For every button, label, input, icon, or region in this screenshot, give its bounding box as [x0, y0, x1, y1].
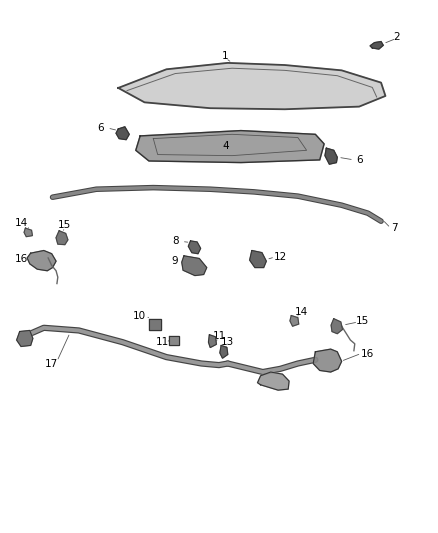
- Text: 17: 17: [45, 359, 58, 368]
- Polygon shape: [250, 251, 266, 268]
- Polygon shape: [149, 319, 161, 330]
- Text: 6: 6: [97, 123, 104, 133]
- Polygon shape: [188, 241, 201, 254]
- Text: 16: 16: [14, 254, 28, 263]
- Polygon shape: [24, 228, 32, 237]
- Text: 12: 12: [274, 252, 287, 262]
- Polygon shape: [169, 336, 179, 345]
- Polygon shape: [17, 330, 33, 346]
- Polygon shape: [182, 256, 207, 276]
- Text: 14: 14: [295, 307, 308, 317]
- Polygon shape: [136, 131, 324, 163]
- Polygon shape: [325, 148, 337, 164]
- Text: 2: 2: [393, 33, 400, 42]
- Polygon shape: [220, 345, 228, 358]
- Polygon shape: [27, 251, 56, 271]
- Text: 9: 9: [171, 256, 178, 266]
- Text: 15: 15: [58, 220, 71, 230]
- Polygon shape: [313, 349, 342, 372]
- Text: 7: 7: [391, 223, 398, 233]
- Text: 11: 11: [213, 331, 226, 341]
- Polygon shape: [116, 127, 129, 140]
- Polygon shape: [370, 42, 383, 49]
- Polygon shape: [118, 63, 385, 109]
- Polygon shape: [208, 335, 216, 348]
- Text: 13: 13: [221, 337, 234, 347]
- Text: 10: 10: [133, 311, 146, 321]
- Text: 16: 16: [361, 350, 374, 359]
- Text: 8: 8: [172, 236, 179, 246]
- Text: 1: 1: [222, 51, 229, 61]
- Text: 15: 15: [356, 316, 369, 326]
- Polygon shape: [331, 319, 343, 334]
- Polygon shape: [290, 316, 299, 326]
- Text: 11: 11: [156, 337, 170, 347]
- Polygon shape: [258, 372, 289, 390]
- Polygon shape: [56, 231, 68, 245]
- Text: 14: 14: [14, 218, 28, 228]
- Text: 6: 6: [356, 155, 363, 165]
- Text: 4: 4: [222, 141, 229, 150]
